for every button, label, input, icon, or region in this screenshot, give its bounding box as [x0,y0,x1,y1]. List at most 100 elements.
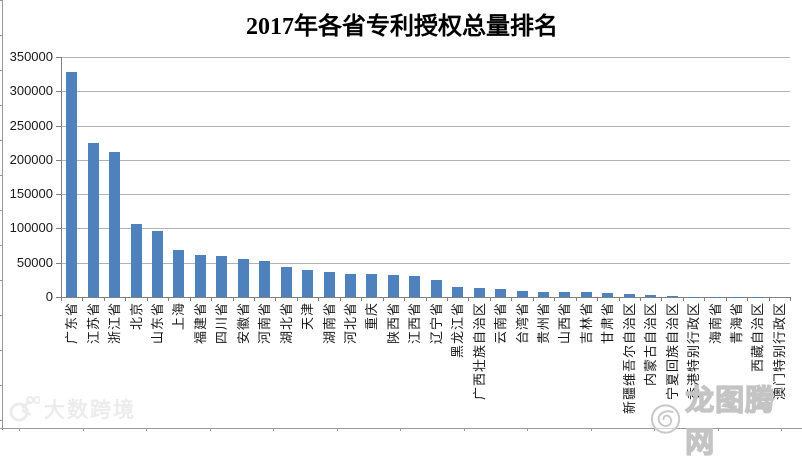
x-axis-label: 上海 [171,302,186,330]
watermark-right-text: 龙图腾网 [685,377,802,461]
frame-tick [0,350,3,351]
x-axis-label: 北京 [129,302,144,330]
bar [366,274,377,297]
x-axis-label: 湖南省 [322,302,337,344]
frame-tick [0,245,3,246]
x-axis-label: 湖北省 [279,302,294,344]
x-axis-tick [490,297,491,301]
y-axis-label: 300000 [0,83,53,98]
x-axis-tick [790,297,791,301]
x-axis-tick [468,297,469,301]
bar [302,270,313,297]
y-axis-label: 0 [0,289,53,304]
x-axis-label: 广西壮族自治区 [472,302,487,400]
bar [259,261,270,297]
gridline [61,91,790,92]
bar [559,292,570,297]
x-axis-tick [275,297,276,301]
x-axis-tick [61,297,62,301]
x-axis-label: 山东省 [150,302,165,344]
x-axis-label: 辽宁省 [429,302,444,344]
y-axis-label: 150000 [0,186,53,201]
x-axis-tick [661,297,662,301]
x-axis-label: 陕西省 [386,302,401,344]
x-axis-tick [404,297,405,301]
frame-tick [0,385,3,386]
x-axis-label: 甘肃省 [600,302,615,344]
bar [624,294,635,297]
x-axis-label: 黑龙江省 [450,302,465,358]
gridline [61,194,790,195]
x-axis-label: 海南省 [708,302,723,344]
bar [388,275,399,297]
x-axis-tick [619,297,620,301]
x-axis-tick [340,297,341,301]
y-axis-label: 250000 [0,118,53,133]
x-axis-tick [254,297,255,301]
bar [238,259,249,297]
bar [109,152,120,297]
watermark-right: 龙图腾网 [648,377,802,461]
x-axis-tick [533,297,534,301]
x-axis-label: 新疆维吾尔自治区 [622,302,637,414]
bar [88,143,99,297]
bar [324,272,335,297]
x-axis-label: 浙江省 [107,302,122,344]
x-axis-tick [683,297,684,301]
x-axis-tick [640,297,641,301]
bar [474,288,485,297]
x-axis-label: 云南省 [493,302,508,344]
x-axis-label: 天津 [300,302,315,330]
frame-tick [0,210,3,211]
frame-tick [0,280,3,281]
x-axis-label: 西藏自治区 [750,302,765,372]
frame-tick [0,140,3,141]
bar [216,256,227,297]
y-axis-label: 350000 [0,49,53,64]
x-axis-label: 四川省 [214,302,229,344]
x-axis-tick [576,297,577,301]
bar [281,267,292,297]
frame-tick [0,105,3,106]
x-axis-tick [747,297,748,301]
bar [645,295,656,297]
bar [602,293,613,297]
frame-tick [0,315,3,316]
x-axis-label: 吉林省 [579,302,594,344]
x-axis-tick [297,297,298,301]
x-axis-label: 山西省 [557,302,572,344]
x-axis-label: 台湾省 [515,302,530,344]
x-axis-tick [726,297,727,301]
bar [517,291,528,298]
x-axis-label: 重庆 [364,302,379,330]
x-axis-label: 青海省 [729,302,744,344]
bar [131,224,142,297]
x-axis-label: 内蒙古自治区 [643,302,658,386]
koo-circle-logo-icon [8,395,40,423]
x-axis-label: 广东省 [64,302,79,344]
x-axis-tick [168,297,169,301]
x-axis-tick [233,297,234,301]
frame-tick [0,175,3,176]
x-axis-tick [147,297,148,301]
bar [667,296,678,297]
x-axis-tick [426,297,427,301]
gridline [61,57,790,58]
y-axis-label: 50000 [0,255,53,270]
bar [538,292,549,298]
frame-tick [0,70,3,71]
x-axis-tick [447,297,448,301]
x-axis-tick [597,297,598,301]
x-axis-tick [211,297,212,301]
bar [345,274,356,297]
bar [452,287,463,297]
bar [431,280,442,297]
x-axis-label: 江西省 [407,302,422,344]
x-axis-label: 贵州省 [536,302,551,344]
x-axis-tick [361,297,362,301]
swirl-logo-icon [648,401,683,437]
x-axis-label: 福建省 [193,302,208,344]
gridline [61,263,790,264]
bar [495,289,506,297]
